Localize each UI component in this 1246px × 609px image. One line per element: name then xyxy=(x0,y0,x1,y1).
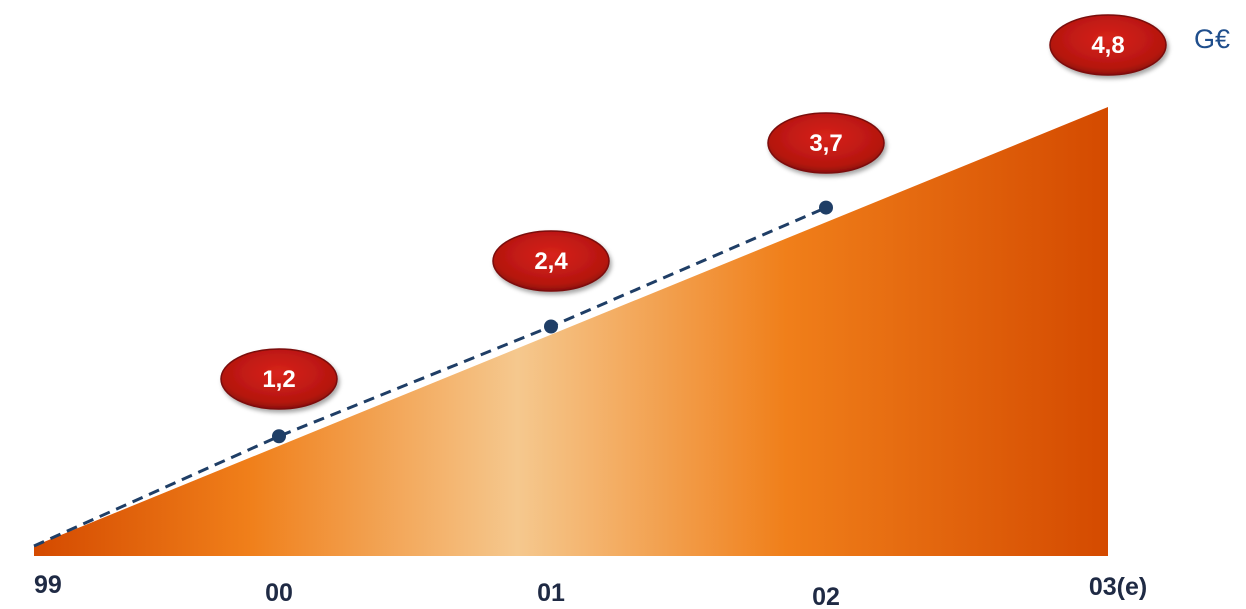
x-tick-label: 00 xyxy=(265,579,293,607)
x-tick-label: 99 xyxy=(34,571,62,599)
data-label-badge: 1,2 xyxy=(220,348,338,410)
badge-ellipse xyxy=(1049,14,1167,76)
data-point-02 xyxy=(819,200,833,215)
data-label: 4,8 xyxy=(1091,32,1124,59)
badge-ellipse xyxy=(767,112,885,174)
data-label: 3,7 xyxy=(809,130,842,157)
area-series xyxy=(34,107,1108,556)
badge-ellipse xyxy=(220,348,338,410)
trend-line xyxy=(33,206,827,548)
data-label-badge: 3,7 xyxy=(767,112,885,174)
data-label: 1,2 xyxy=(262,366,295,393)
x-tick-label: 01 xyxy=(537,579,565,607)
data-point-00 xyxy=(272,429,286,444)
x-tick-label: 02 xyxy=(812,583,840,609)
unit-label: G€ xyxy=(1194,24,1230,54)
data-label-badge: 2,4 xyxy=(492,230,610,292)
data-point-01 xyxy=(544,319,558,334)
badge-ellipse xyxy=(492,230,610,292)
data-label: 2,4 xyxy=(534,248,568,275)
data-label-badge: 4,8 xyxy=(1049,14,1167,76)
x-tick-label: 03(e) xyxy=(1089,573,1147,601)
